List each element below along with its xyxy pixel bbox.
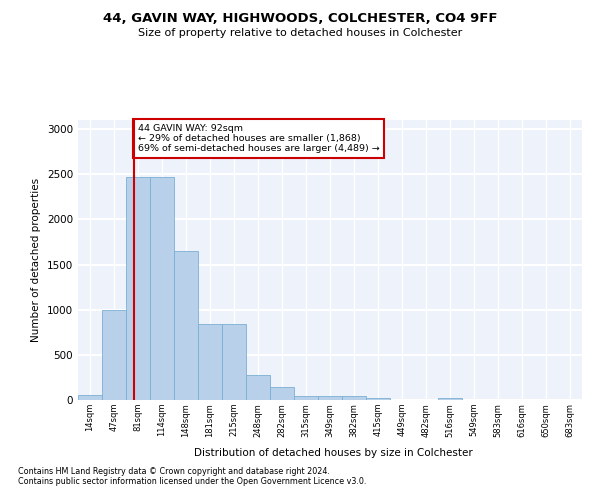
Bar xyxy=(198,324,222,400)
Bar xyxy=(294,396,318,400)
Text: Contains public sector information licensed under the Open Government Licence v3: Contains public sector information licen… xyxy=(18,477,367,486)
Bar xyxy=(78,394,102,400)
Y-axis label: Number of detached properties: Number of detached properties xyxy=(31,178,41,342)
Bar xyxy=(174,251,198,400)
Bar xyxy=(102,310,126,400)
Bar xyxy=(438,398,462,400)
Bar xyxy=(366,398,390,400)
Bar xyxy=(342,396,366,400)
Text: Distribution of detached houses by size in Colchester: Distribution of detached houses by size … xyxy=(194,448,472,458)
Bar xyxy=(222,324,246,400)
Bar xyxy=(318,396,342,400)
Bar xyxy=(246,374,270,400)
Text: Size of property relative to detached houses in Colchester: Size of property relative to detached ho… xyxy=(138,28,462,38)
Bar xyxy=(270,388,294,400)
Bar xyxy=(126,177,150,400)
Text: Contains HM Land Registry data © Crown copyright and database right 2024.: Contains HM Land Registry data © Crown c… xyxy=(18,467,330,476)
Text: 44, GAVIN WAY, HIGHWOODS, COLCHESTER, CO4 9FF: 44, GAVIN WAY, HIGHWOODS, COLCHESTER, CO… xyxy=(103,12,497,26)
Bar xyxy=(150,177,174,400)
Text: 44 GAVIN WAY: 92sqm
← 29% of detached houses are smaller (1,868)
69% of semi-det: 44 GAVIN WAY: 92sqm ← 29% of detached ho… xyxy=(137,124,379,154)
